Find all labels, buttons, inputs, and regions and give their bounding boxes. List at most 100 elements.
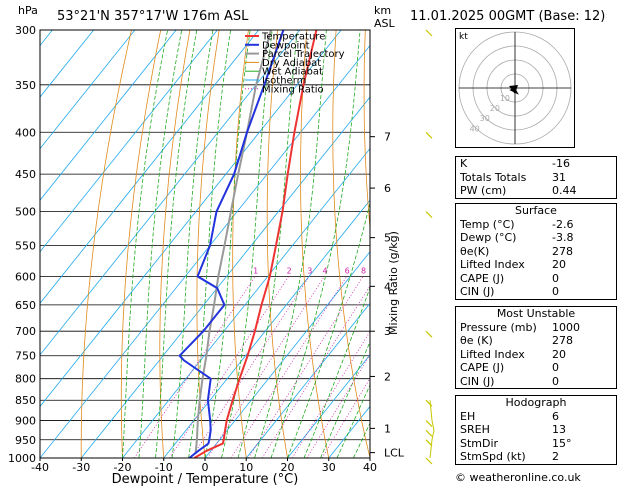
legend-entry: Parcel Trajectory (262, 49, 345, 60)
mixing-ratio-label: 25 (430, 266, 440, 275)
chart-axes: 3003504004505005506006507007508008509009… (8, 24, 405, 474)
temperature-line (193, 30, 318, 458)
row-value: 13 (552, 423, 566, 436)
row-value: 278 (552, 334, 573, 347)
table-row: Temp (°C) -2.6 (456, 218, 616, 232)
wet-adiabat (336, 384, 370, 458)
km-label: km (374, 4, 391, 17)
legend-entry: Temperature (261, 32, 325, 43)
row-label: Dewp (°C) (460, 231, 517, 244)
dry-adiabat (266, 30, 288, 458)
x-tick-label: 40 (363, 461, 377, 474)
pressure-tick-label: 550 (15, 239, 36, 252)
row-label: CAPE (J) (460, 361, 505, 374)
location-label: 53°21'N 357°17'W 176m ASL (57, 9, 249, 24)
pressure-tick-label: 950 (15, 434, 36, 447)
isotherm (40, 30, 136, 150)
pressure-tick-label: 300 (15, 24, 36, 37)
mixing-ratio-label: 3 (307, 266, 312, 275)
table-heading: Hodograph (505, 396, 567, 409)
km-tick-label: LCL (384, 447, 405, 460)
mixing-ratio-label: 10 (374, 266, 384, 275)
row-value: 20 (552, 258, 566, 271)
isotherm (163, 199, 370, 458)
mixing-ratio-line (291, 330, 370, 458)
table-row: CAPE (J) 0 (456, 361, 616, 375)
row-label: StmDir (460, 436, 499, 450)
dry-adiabat (159, 30, 191, 458)
storm-motion-marker (509, 85, 518, 94)
row-value: 0 (552, 361, 559, 374)
mixing-ratio-label: 8 (361, 266, 366, 275)
wet-adiabat (237, 30, 298, 458)
table-row: Pressure (mb) 1000 (456, 321, 616, 335)
row-value: 31 (552, 170, 566, 184)
wet-adiabat (188, 30, 231, 458)
km-tick-label: 7 (384, 131, 391, 144)
row-value: 0 (552, 374, 559, 388)
table-row: Totals Totals 31 (456, 171, 616, 185)
km-tick-label: 5 (384, 232, 391, 245)
table-row: PW (cm) 0.44 (456, 184, 616, 198)
table-row: StmSpd (kt) 2 (456, 450, 616, 464)
legend-entry: Wet Adiabat (262, 67, 323, 78)
wind-barb (425, 399, 433, 407)
row-label: θe(K) (460, 244, 490, 258)
dry-adiabat (80, 30, 132, 458)
table-row: θe(K) 278 (456, 245, 616, 259)
wet-adiabat (254, 30, 327, 458)
isotherm (80, 96, 370, 458)
mixing-ratio-line (169, 276, 289, 458)
wind-barb (425, 420, 433, 427)
table-row: K -16 (456, 157, 616, 171)
table-heading: Surface (515, 204, 557, 217)
row-label: K (460, 157, 468, 170)
row-label: Pressure (mb) (460, 320, 537, 334)
row-value: 20 (552, 347, 566, 361)
row-label: CAPE (J) (460, 271, 505, 285)
table-row: Lifted Index 20 (456, 348, 616, 362)
mixing-ratio-line (230, 276, 347, 458)
row-value: 278 (552, 244, 573, 258)
pressure-tick-label: 750 (15, 350, 36, 363)
dry-adiabat (196, 30, 220, 458)
isotherm (245, 302, 370, 458)
copyright: © weatheronline.co.uk (455, 471, 581, 484)
pressure-tick-label: 1000 (8, 452, 36, 465)
wet-adiabat (204, 30, 251, 458)
row-value: -2.6 (552, 217, 574, 231)
pressure-tick-label: 900 (15, 415, 36, 428)
pressure-tick-label: 350 (15, 79, 36, 92)
row-value: 2 (552, 450, 559, 463)
dry-adiabat (232, 30, 249, 458)
isotherm (40, 30, 259, 304)
km-tick-label: 2 (384, 370, 391, 383)
row-label: Totals Totals (460, 170, 527, 184)
wet-adiabat (221, 30, 273, 458)
hodograph-ring-label: 10 (500, 94, 510, 103)
mixing-ratio-line (321, 377, 370, 458)
isotherm (204, 251, 370, 458)
row-value: 0 (552, 271, 559, 285)
asl-label: ASL (374, 17, 396, 30)
x-axis-title: Dewpoint / Temperature (°C) (112, 472, 299, 486)
dry-adiabat (332, 30, 370, 458)
row-label: EH (460, 409, 476, 423)
pressure-tick-label: 500 (15, 206, 36, 219)
legend-entry: Dry Adiabat (262, 58, 321, 69)
row-value: 0 (552, 285, 559, 298)
row-value: 1000 (552, 320, 580, 334)
chart-profiles (178, 30, 318, 458)
table-row: CIN (J) 0 (456, 285, 616, 299)
row-label: θe (K) (460, 334, 493, 347)
pressure-tick-label: 700 (15, 325, 36, 338)
mixing-ratio-label: 16 (402, 266, 412, 275)
row-label: SREH (460, 423, 490, 436)
row-label: PW (cm) (460, 184, 507, 197)
isotherm (40, 30, 342, 408)
table-heading: Most Unstable (496, 307, 576, 320)
dry-adiabat (394, 30, 452, 458)
wet-adiabat (287, 201, 370, 458)
table-row: θe (K) 278 (456, 334, 616, 348)
